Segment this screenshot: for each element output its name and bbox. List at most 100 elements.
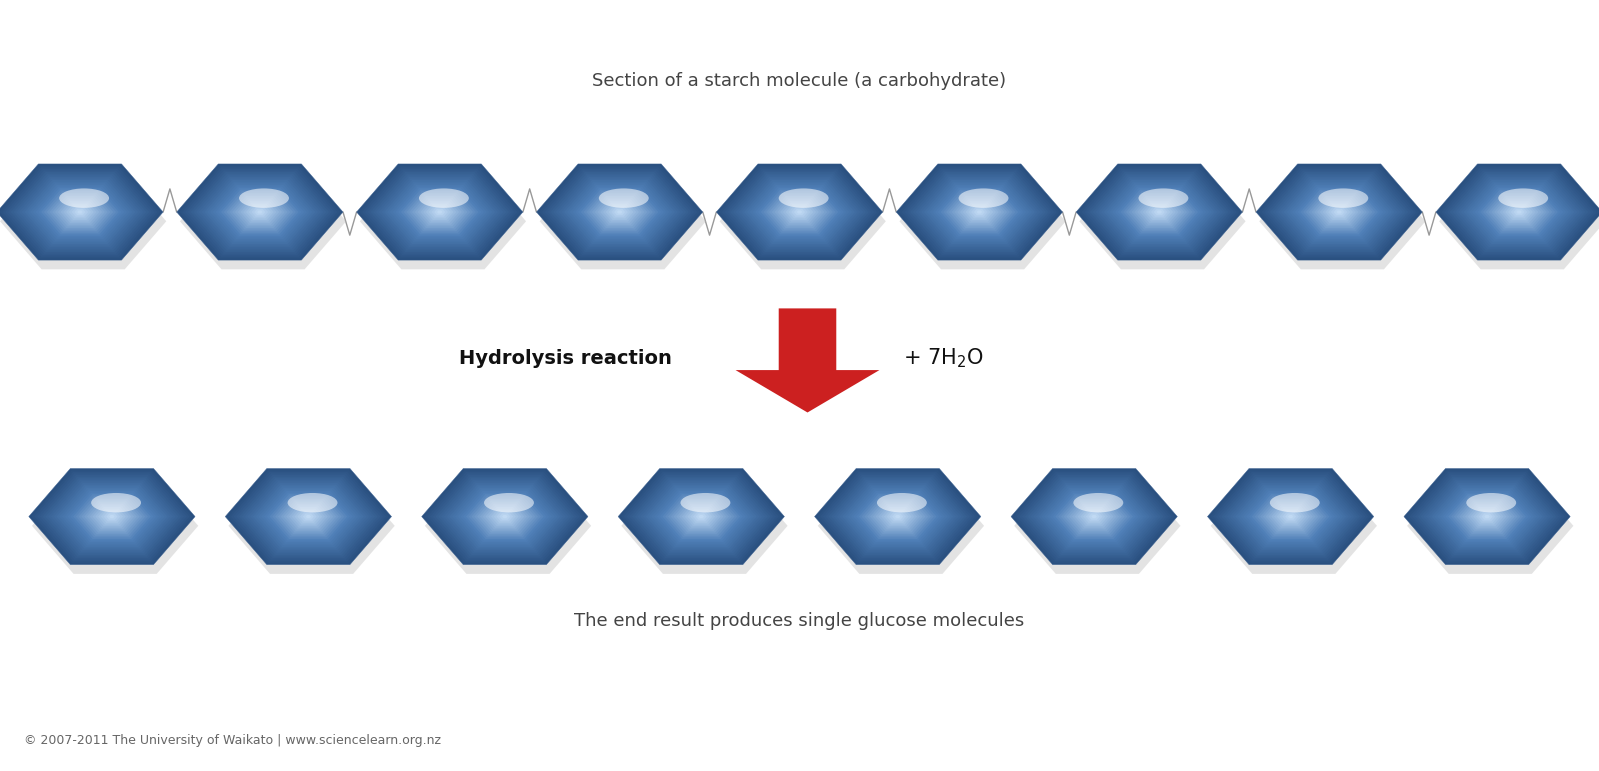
Polygon shape xyxy=(257,210,262,214)
Polygon shape xyxy=(224,191,296,233)
Polygon shape xyxy=(1485,193,1553,231)
Polygon shape xyxy=(53,196,107,228)
Polygon shape xyxy=(1415,475,1559,558)
Polygon shape xyxy=(839,483,956,550)
Polygon shape xyxy=(1319,200,1359,224)
Polygon shape xyxy=(622,478,788,574)
Polygon shape xyxy=(1449,494,1525,539)
Polygon shape xyxy=(502,515,507,518)
Polygon shape xyxy=(225,469,392,564)
Polygon shape xyxy=(1234,484,1346,549)
Polygon shape xyxy=(769,194,830,230)
Polygon shape xyxy=(1423,480,1551,554)
Polygon shape xyxy=(1207,469,1374,564)
Polygon shape xyxy=(1295,187,1383,237)
Polygon shape xyxy=(649,487,755,547)
Polygon shape xyxy=(238,199,281,225)
Polygon shape xyxy=(34,472,190,561)
Polygon shape xyxy=(417,199,462,225)
Polygon shape xyxy=(569,183,670,241)
Polygon shape xyxy=(777,199,822,225)
Polygon shape xyxy=(38,188,122,236)
Polygon shape xyxy=(395,187,484,237)
Polygon shape xyxy=(1300,190,1378,234)
Polygon shape xyxy=(609,206,630,218)
Polygon shape xyxy=(576,187,664,237)
Polygon shape xyxy=(696,513,707,520)
Polygon shape xyxy=(281,500,336,533)
Polygon shape xyxy=(859,494,937,539)
Polygon shape xyxy=(638,480,764,554)
Polygon shape xyxy=(1407,478,1573,574)
Polygon shape xyxy=(1086,512,1102,521)
Polygon shape xyxy=(107,513,117,520)
Polygon shape xyxy=(1461,502,1513,531)
Polygon shape xyxy=(1450,496,1524,537)
Polygon shape xyxy=(373,173,507,251)
Polygon shape xyxy=(668,497,734,536)
Polygon shape xyxy=(43,476,181,557)
Polygon shape xyxy=(977,210,982,214)
Polygon shape xyxy=(243,203,277,221)
Polygon shape xyxy=(433,475,577,558)
Polygon shape xyxy=(1306,193,1372,231)
Polygon shape xyxy=(360,173,526,269)
Polygon shape xyxy=(16,175,144,249)
Polygon shape xyxy=(1450,172,1588,252)
Polygon shape xyxy=(1122,191,1196,233)
Polygon shape xyxy=(249,206,270,218)
Polygon shape xyxy=(862,496,934,537)
Polygon shape xyxy=(291,507,325,526)
Polygon shape xyxy=(227,193,293,231)
Polygon shape xyxy=(580,190,659,234)
Polygon shape xyxy=(406,193,473,231)
Polygon shape xyxy=(1260,499,1321,534)
Polygon shape xyxy=(429,206,451,218)
Polygon shape xyxy=(1287,515,1294,518)
Polygon shape xyxy=(1129,194,1190,230)
Text: $\mathregular{+ \ 7H_2O}$: $\mathregular{+ \ 7H_2O}$ xyxy=(903,347,983,370)
Polygon shape xyxy=(1091,172,1228,252)
Polygon shape xyxy=(1039,484,1150,549)
Polygon shape xyxy=(1297,188,1380,236)
Polygon shape xyxy=(267,493,350,540)
Polygon shape xyxy=(1118,188,1201,236)
Polygon shape xyxy=(1334,209,1345,215)
Polygon shape xyxy=(24,180,136,244)
Polygon shape xyxy=(568,182,672,242)
Polygon shape xyxy=(229,470,389,563)
Polygon shape xyxy=(1473,185,1565,239)
Polygon shape xyxy=(1445,493,1529,540)
Polygon shape xyxy=(1081,167,1238,257)
Polygon shape xyxy=(558,177,681,247)
Polygon shape xyxy=(421,200,459,224)
Polygon shape xyxy=(393,185,486,239)
Polygon shape xyxy=(1284,180,1394,244)
Ellipse shape xyxy=(288,493,337,513)
Polygon shape xyxy=(640,481,763,552)
Polygon shape xyxy=(1238,487,1343,547)
Polygon shape xyxy=(85,500,139,533)
Polygon shape xyxy=(465,494,544,539)
Polygon shape xyxy=(720,166,879,258)
Polygon shape xyxy=(1087,170,1231,254)
Polygon shape xyxy=(483,503,528,530)
Polygon shape xyxy=(630,475,774,558)
Polygon shape xyxy=(1233,483,1350,550)
Polygon shape xyxy=(272,496,344,537)
Polygon shape xyxy=(545,169,694,255)
Polygon shape xyxy=(553,173,686,251)
Polygon shape xyxy=(302,513,313,520)
Polygon shape xyxy=(35,187,125,237)
Polygon shape xyxy=(1095,175,1223,249)
Polygon shape xyxy=(932,185,1027,239)
Polygon shape xyxy=(1266,170,1412,254)
Polygon shape xyxy=(233,473,384,560)
Polygon shape xyxy=(1148,206,1170,218)
Polygon shape xyxy=(761,190,838,234)
Polygon shape xyxy=(90,503,134,530)
Polygon shape xyxy=(456,488,555,545)
Polygon shape xyxy=(747,182,852,242)
Polygon shape xyxy=(2,167,158,257)
Polygon shape xyxy=(1067,500,1122,533)
